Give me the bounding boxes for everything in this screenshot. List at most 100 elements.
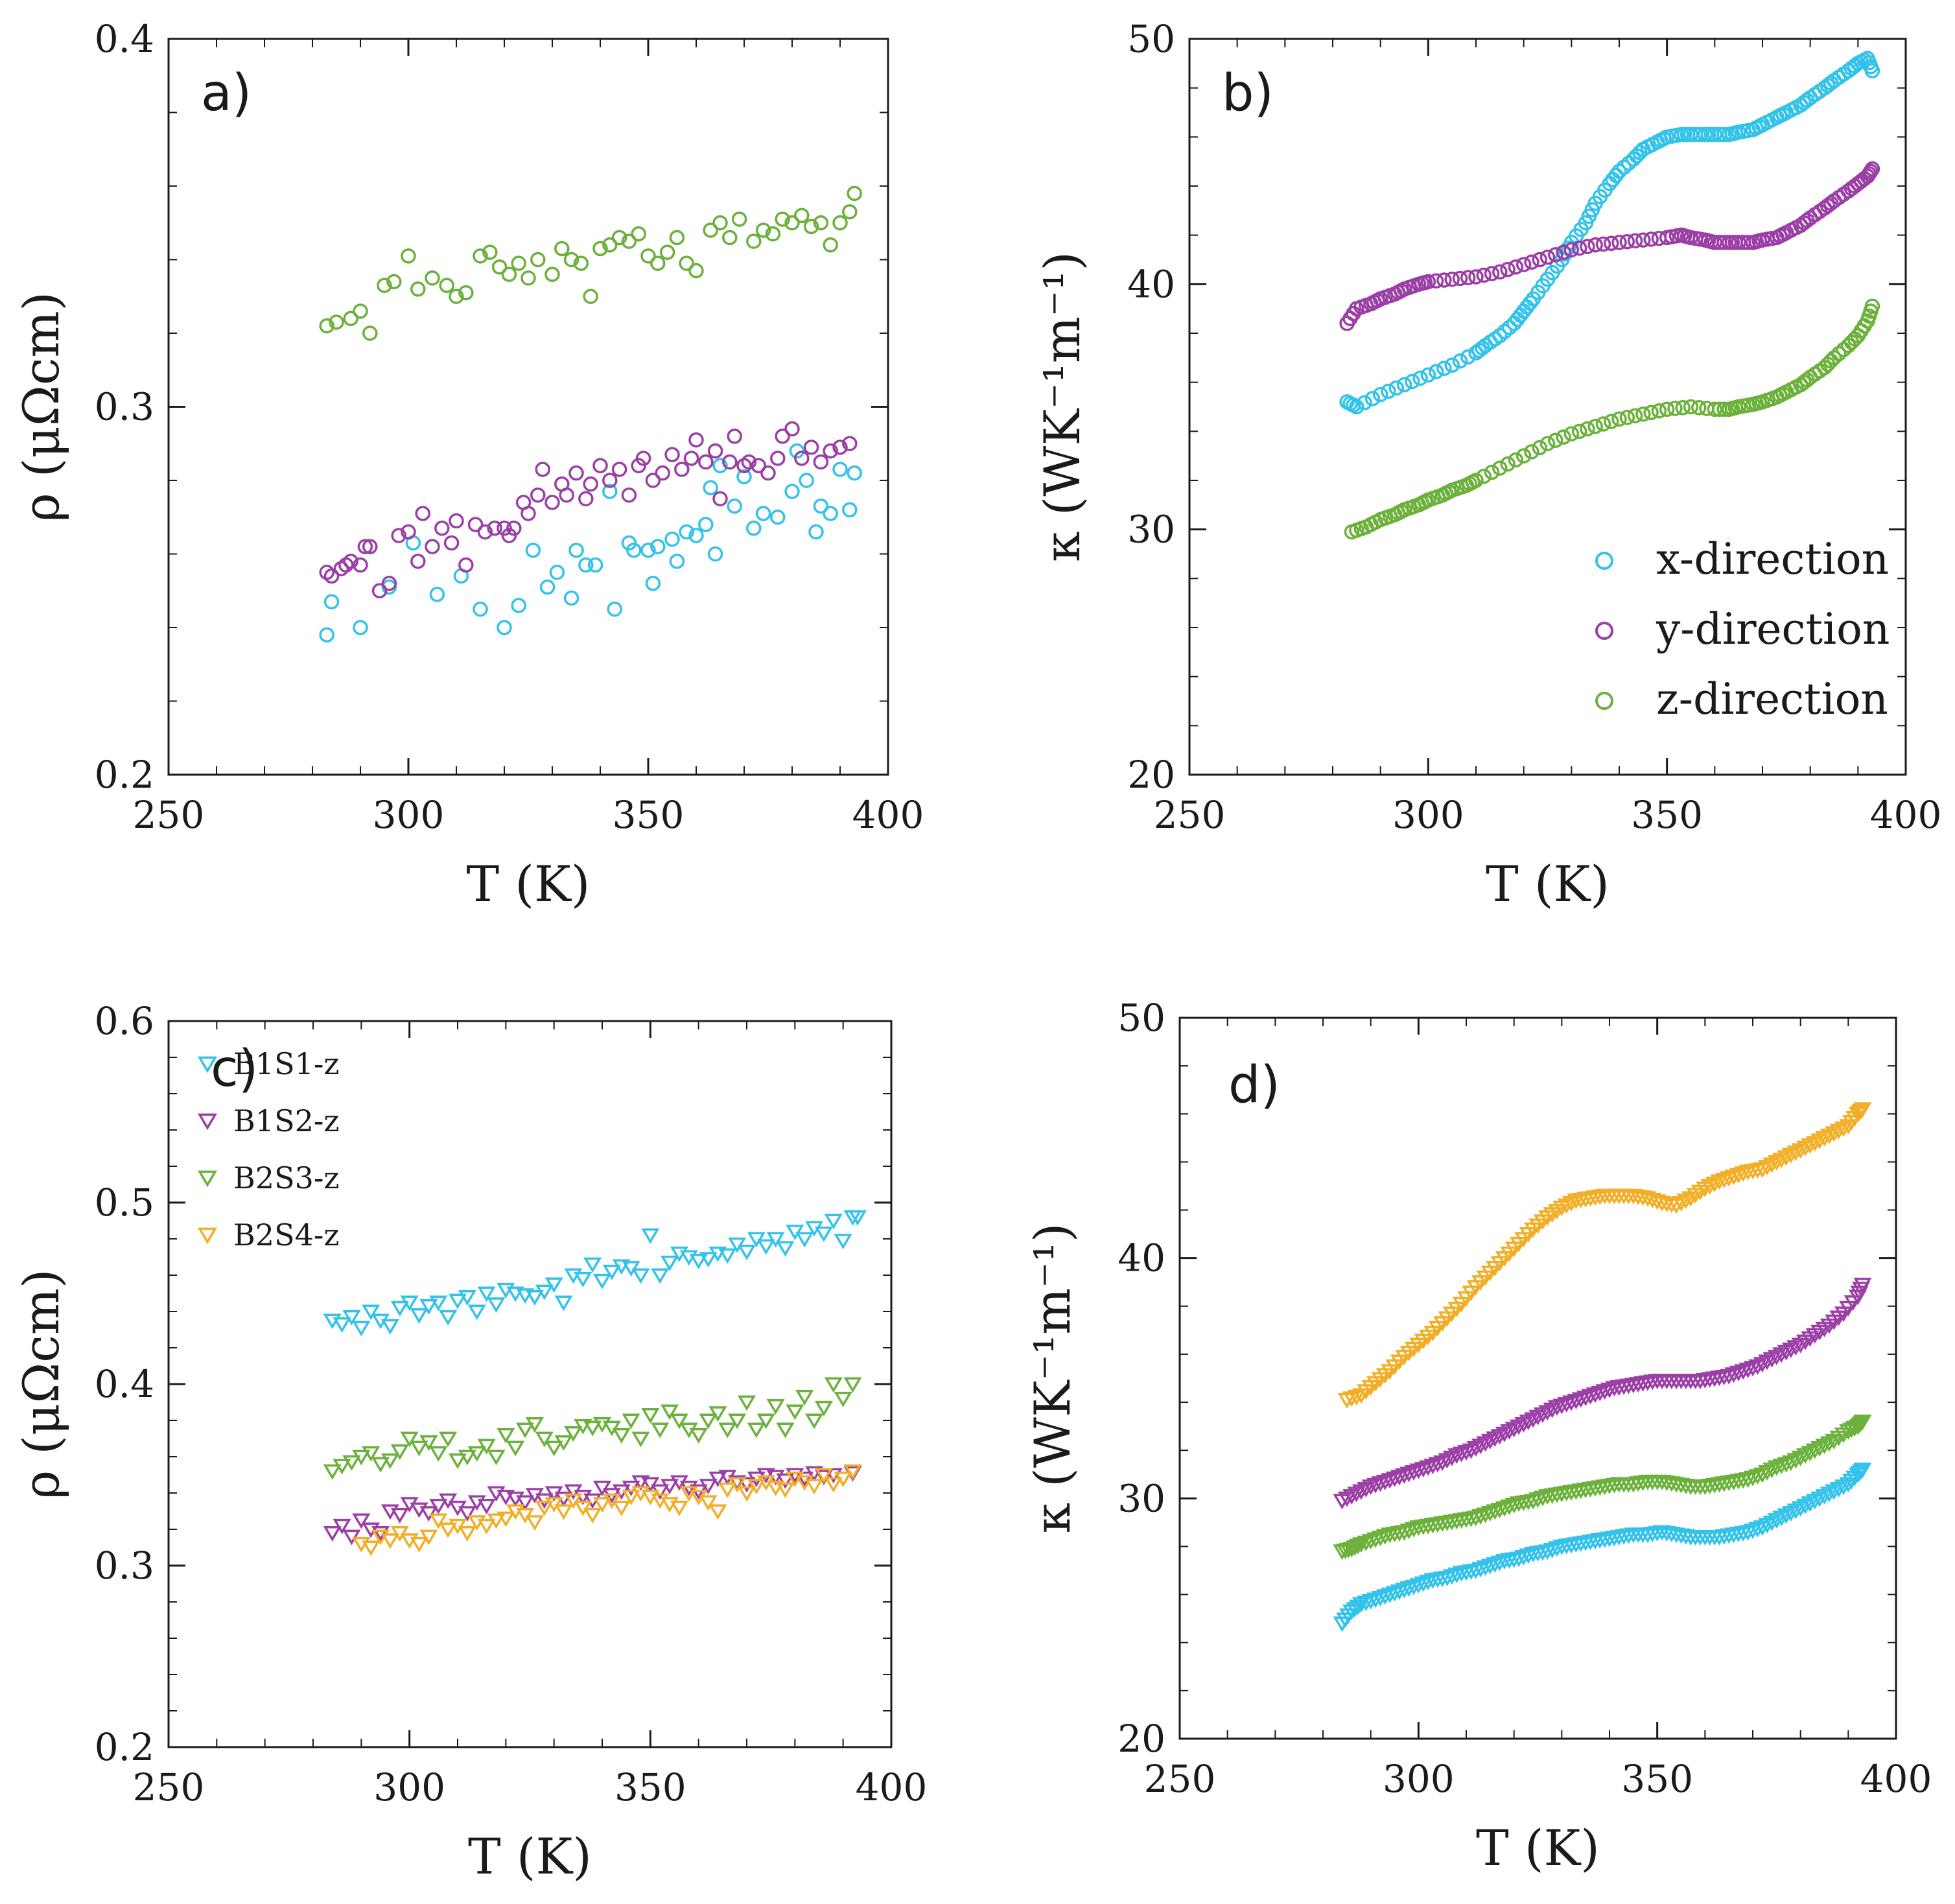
data-point [1571,1392,1590,1408]
data-point [343,554,358,569]
data-point [661,1255,679,1271]
data-point [1691,400,1707,416]
data-point [688,432,704,448]
data-point [554,241,570,257]
data-point [583,288,598,304]
data-point [1581,1389,1600,1405]
data-point [592,1497,612,1513]
data-point [1683,126,1699,143]
x-tick-label: 350 [1621,1757,1693,1801]
data-point [1420,367,1436,383]
data-point [736,469,752,485]
data-point [443,535,460,551]
x-axis-label: T (K) [468,1828,592,1885]
data-point [612,1428,631,1444]
x-tick-label: 250 [133,793,205,837]
data-point [1444,272,1460,287]
data-point [362,1540,380,1557]
data-point [353,620,368,635]
data-point [708,1504,727,1520]
data-point [823,506,838,521]
data-point [1522,295,1538,311]
x-axis-label: T (K) [467,855,591,913]
data-point [535,1284,554,1300]
legend-marker [197,1113,218,1131]
data-point [1481,1506,1499,1522]
data-point [477,1518,496,1534]
data-point [1385,1471,1404,1487]
data-point [1361,1534,1380,1550]
y-axis-label: κ (WK⁻¹m⁻¹) [1024,1223,1081,1533]
data-point [535,1500,554,1516]
data-point [737,1245,756,1260]
data-point [434,521,450,536]
data-point [794,207,810,224]
data-point [747,1232,766,1248]
data-point [1611,235,1627,250]
data-point [1724,1367,1743,1383]
data-point [756,1468,775,1484]
data-point [352,1513,371,1529]
data-point [622,1261,640,1277]
data-point [525,1290,544,1306]
data-point [784,215,800,231]
data-point [1460,349,1476,365]
legend-label: x-direction [1656,534,1889,584]
data-point [1616,159,1632,175]
data-point [353,303,368,319]
data-point [602,237,618,253]
panel-label: b) [1222,64,1274,123]
data-point [449,288,464,304]
data-point [1348,1599,1368,1616]
data-point [1627,233,1643,249]
data-point [659,244,675,260]
y-tick-label: 20 [1118,1717,1165,1761]
x-tick-label: 250 [1154,793,1226,837]
data-point [1444,357,1460,373]
legend-marker [1595,552,1613,570]
data-point [1716,235,1732,250]
data-point [549,565,565,580]
x-tick-label: 350 [613,793,685,837]
data-point [703,480,718,496]
data-point [718,1482,737,1498]
data-point [784,421,800,437]
data-point [1419,1575,1438,1591]
data-point [707,443,723,459]
data-point [1595,1384,1614,1400]
data-point [449,513,464,529]
data-point [1476,1560,1495,1576]
data-point [1715,1173,1733,1188]
data-point [728,1237,747,1253]
data-point [1619,410,1635,425]
data-point [1346,1602,1364,1618]
x-tick-label: 250 [1144,1757,1216,1801]
data-point [574,1500,592,1516]
data-point [1683,399,1699,415]
y-axis-label: ρ (μΩcm) [12,292,70,522]
data-point [1364,391,1381,406]
data-point [458,1290,476,1306]
data-point [401,524,416,540]
data-point [795,1232,814,1248]
data-point [803,218,819,235]
data-point [439,1493,458,1509]
data-point [554,1435,573,1451]
data-point [1580,421,1595,437]
data-point [1490,1555,1509,1571]
data-point [415,506,430,521]
data-point [1532,252,1547,268]
data-point [1497,323,1512,340]
data-point [343,311,358,327]
data-point [1508,452,1524,468]
data-point [641,1228,660,1244]
data-point [1484,464,1500,480]
data-point [1348,1538,1368,1555]
data-point [1371,1476,1390,1492]
data-point [1692,126,1708,143]
data-point [622,1490,640,1505]
data-point [834,1472,852,1487]
data-point [333,1459,351,1475]
data-point [645,473,661,488]
data-point [651,1268,670,1284]
